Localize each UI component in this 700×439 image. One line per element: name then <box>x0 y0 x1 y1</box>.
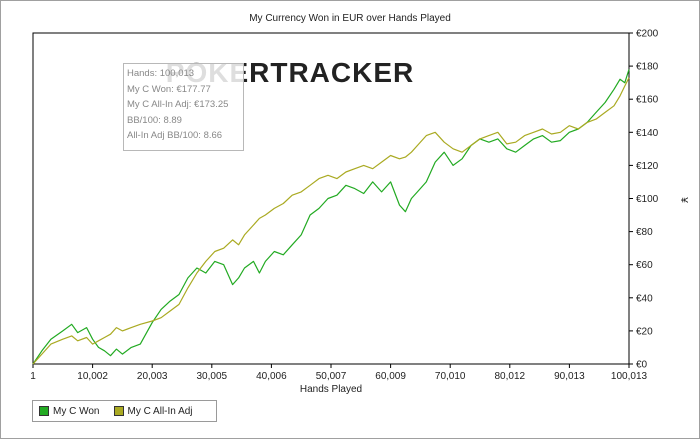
tooltip-allin-bb: All-In Adj BB/100: 8.66 <box>127 130 223 141</box>
x-tick-label: 60,009 <box>375 371 406 382</box>
y-tick-label: €0 <box>636 360 648 371</box>
legend-label-allin: My C All-In Adj <box>127 405 193 417</box>
x-tick-label: 20,003 <box>137 371 168 382</box>
x-tick-label: 10,002 <box>77 371 108 382</box>
y-tick-label: €80 <box>636 227 653 238</box>
chart-title: My Currency Won in EUR over Hands Played <box>249 13 451 24</box>
x-axis-label: Hands Played <box>300 384 362 395</box>
x-tick-label: 30,005 <box>197 371 228 382</box>
x-tick-label: 70,010 <box>435 371 466 382</box>
y-tick-label: €40 <box>636 293 653 304</box>
x-tick-label: 40,006 <box>256 371 287 382</box>
series-layer <box>32 69 630 365</box>
tooltip-won: My C Won: €177.77 <box>127 83 211 95</box>
tooltip-allin: My C All-In Adj: €173.25 <box>127 99 229 110</box>
y-axis-label: ¥ <box>678 196 689 203</box>
y-tick-label: €180 <box>636 62 659 73</box>
x-tick-label: 1 <box>30 371 36 382</box>
y-tick-label: €20 <box>636 326 653 337</box>
y-tick-label: €60 <box>636 260 653 271</box>
x-axis-ticks: 1 10,002 20,003 30,005 40,006 50,007 60,009 70,… <box>30 364 648 382</box>
y-tick-label: €120 <box>636 161 659 172</box>
hover-tooltip: Hands: 100,013 My C Won: €177.77 My C Al… <box>123 63 244 151</box>
legend-swatch-won <box>39 406 49 416</box>
tooltip-hands: Hands: 100,013 <box>127 68 195 79</box>
y-tick-label: €200 <box>636 29 659 40</box>
y-tick-label: €140 <box>636 128 659 139</box>
x-tick-label: 50,007 <box>316 371 347 382</box>
legend-item-won[interactable]: My C Won <box>39 406 100 417</box>
x-tick-label: 90,013 <box>554 371 585 382</box>
series-line-allin <box>32 77 630 365</box>
x-tick-label: 100,013 <box>611 371 648 382</box>
series-line-won <box>32 69 630 365</box>
legend-swatch-allin <box>113 406 124 416</box>
tooltip-bb: BB/100: 8.89 <box>127 114 182 126</box>
y-tick-label: €100 <box>636 194 659 205</box>
legend: My C Won My C All-In Adj <box>32 400 217 422</box>
y-tick-label: €160 <box>636 95 659 106</box>
legend-item-allin[interactable]: My C All-In Adj <box>113 405 193 417</box>
y-axis-ticks: €0 €20 €40 €60 €80 €100 €120 €140 €160 €180 €200 <box>629 29 659 371</box>
legend-label-won: My C Won <box>53 405 100 417</box>
x-tick-label: 80,012 <box>495 371 526 382</box>
